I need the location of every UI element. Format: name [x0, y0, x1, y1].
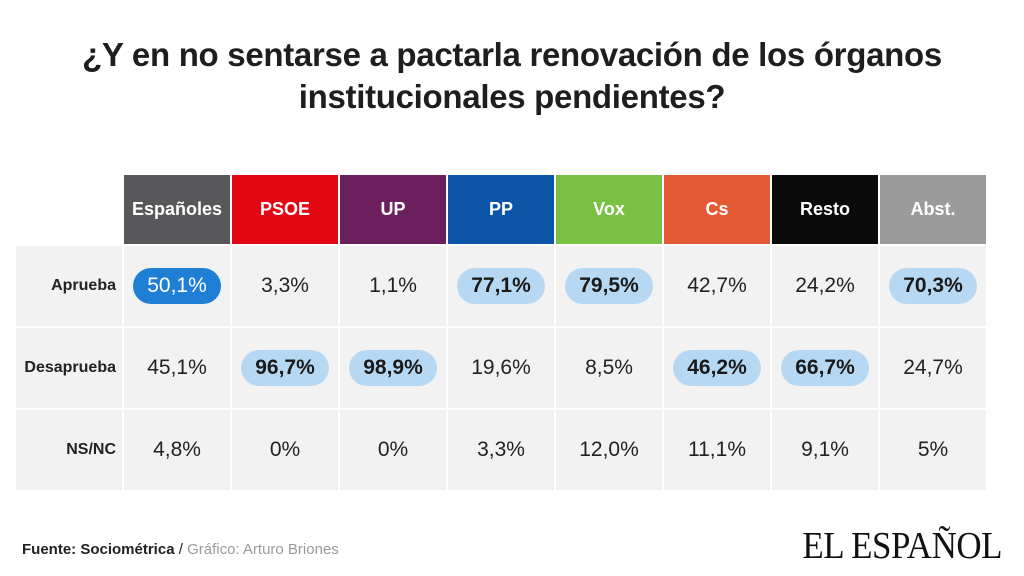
value-cell: 50,1%: [122, 244, 232, 328]
value-cell: 1,1%: [338, 244, 448, 328]
value-label: 0%: [269, 438, 301, 461]
value-cell: 3,3%: [446, 408, 556, 492]
value-cell: 24,7%: [878, 326, 988, 410]
value-cell: 77,1%: [446, 244, 556, 328]
column-header: PSOE: [230, 173, 340, 246]
column-header: Resto: [770, 173, 880, 246]
table-body: Aprueba 50,1% 3,3% 1,1% 77,1% 79,5% 42,7% 24,2%…: [14, 244, 988, 492]
value-label: 8,5%: [585, 356, 633, 379]
row-label: Aprueba: [14, 244, 124, 328]
value-cell: 11,1%: [662, 408, 772, 492]
chart-credit: Gráfico: Arturo Briones: [187, 541, 339, 558]
value-cell: 24,2%: [770, 244, 880, 328]
value-label: 0%: [377, 438, 409, 461]
highlighted-value: 70,3%: [889, 268, 977, 304]
highlighted-value: 77,1%: [457, 268, 545, 304]
value-cell: 79,5%: [554, 244, 664, 328]
column-header: Vox: [554, 173, 664, 246]
highlighted-value: 50,1%: [133, 268, 221, 304]
table-row: Aprueba 50,1% 3,3% 1,1% 77,1% 79,5% 42,7% 24,2%…: [14, 244, 988, 328]
value-cell: 0%: [230, 408, 340, 492]
value-cell: 4,8%: [122, 408, 232, 492]
highlighted-value: 96,7%: [241, 350, 329, 386]
value-cell: 42,7%: [662, 244, 772, 328]
chart-title: ¿Y en no sentarse a pactarla renovación …: [0, 34, 1024, 118]
highlighted-value: 98,9%: [349, 350, 437, 386]
value-label: 1,1%: [369, 274, 417, 297]
table-row: NS/NC 4,8% 0% 0% 3,3% 12,0% 11,1% 9,1% 5%: [14, 408, 988, 492]
value-cell: 98,9%: [338, 326, 448, 410]
chart-title-line-1: ¿Y en no sentarse a pactarla renovación …: [82, 36, 942, 73]
footer-separator: /: [174, 541, 188, 558]
value-label: 9,1%: [801, 438, 849, 461]
value-cell: 8,5%: [554, 326, 664, 410]
header-row: Españoles PSOE UP PP Vox Cs Resto Abst.: [14, 173, 988, 246]
value-cell: 3,3%: [230, 244, 340, 328]
value-label: 3,3%: [477, 438, 525, 461]
value-cell: 96,7%: [230, 326, 340, 410]
source-label: Fuente: Sociométrica: [22, 541, 175, 558]
value-cell: 12,0%: [554, 408, 664, 492]
value-label: 5%: [917, 438, 949, 461]
value-cell: 9,1%: [770, 408, 880, 492]
column-header: PP: [446, 173, 556, 246]
value-cell: 70,3%: [878, 244, 988, 328]
el-espanol-logo: EL ESPAÑOL: [802, 525, 1002, 567]
results-table: Españoles PSOE UP PP Vox Cs Resto Abst. Aprueba…: [14, 173, 988, 492]
value-cell: 45,1%: [122, 326, 232, 410]
column-header: Españoles: [122, 173, 232, 246]
column-header: Abst.: [878, 173, 988, 246]
highlighted-value: 66,7%: [781, 350, 869, 386]
table-row: Desaprueba 45,1% 96,7% 98,9% 19,6% 8,5% 46,2% 6…: [14, 326, 988, 410]
value-label: 24,7%: [903, 356, 963, 379]
value-cell: 5%: [878, 408, 988, 492]
highlighted-value: 79,5%: [565, 268, 653, 304]
value-label: 19,6%: [471, 356, 531, 379]
value-label: 4,8%: [153, 438, 201, 461]
highlighted-value: 46,2%: [673, 350, 761, 386]
column-header: UP: [338, 173, 448, 246]
value-label: 12,0%: [579, 438, 639, 461]
value-label: 45,1%: [147, 356, 207, 379]
chart-title-line-2: institucionales pendientes?: [298, 78, 726, 115]
value-label: 11,1%: [688, 438, 746, 461]
value-cell: 46,2%: [662, 326, 772, 410]
column-header: Cs: [662, 173, 772, 246]
value-label: 42,7%: [687, 274, 747, 297]
value-cell: 19,6%: [446, 326, 556, 410]
header-corner: [14, 173, 124, 246]
value-cell: 0%: [338, 408, 448, 492]
footer-source: Fuente: Sociométrica / Gráfico: Arturo B…: [22, 541, 339, 558]
row-label: NS/NC: [14, 408, 124, 492]
value-label: 24,2%: [795, 274, 855, 297]
value-cell: 66,7%: [770, 326, 880, 410]
row-label: Desaprueba: [14, 326, 124, 410]
value-label: 3,3%: [261, 274, 309, 297]
